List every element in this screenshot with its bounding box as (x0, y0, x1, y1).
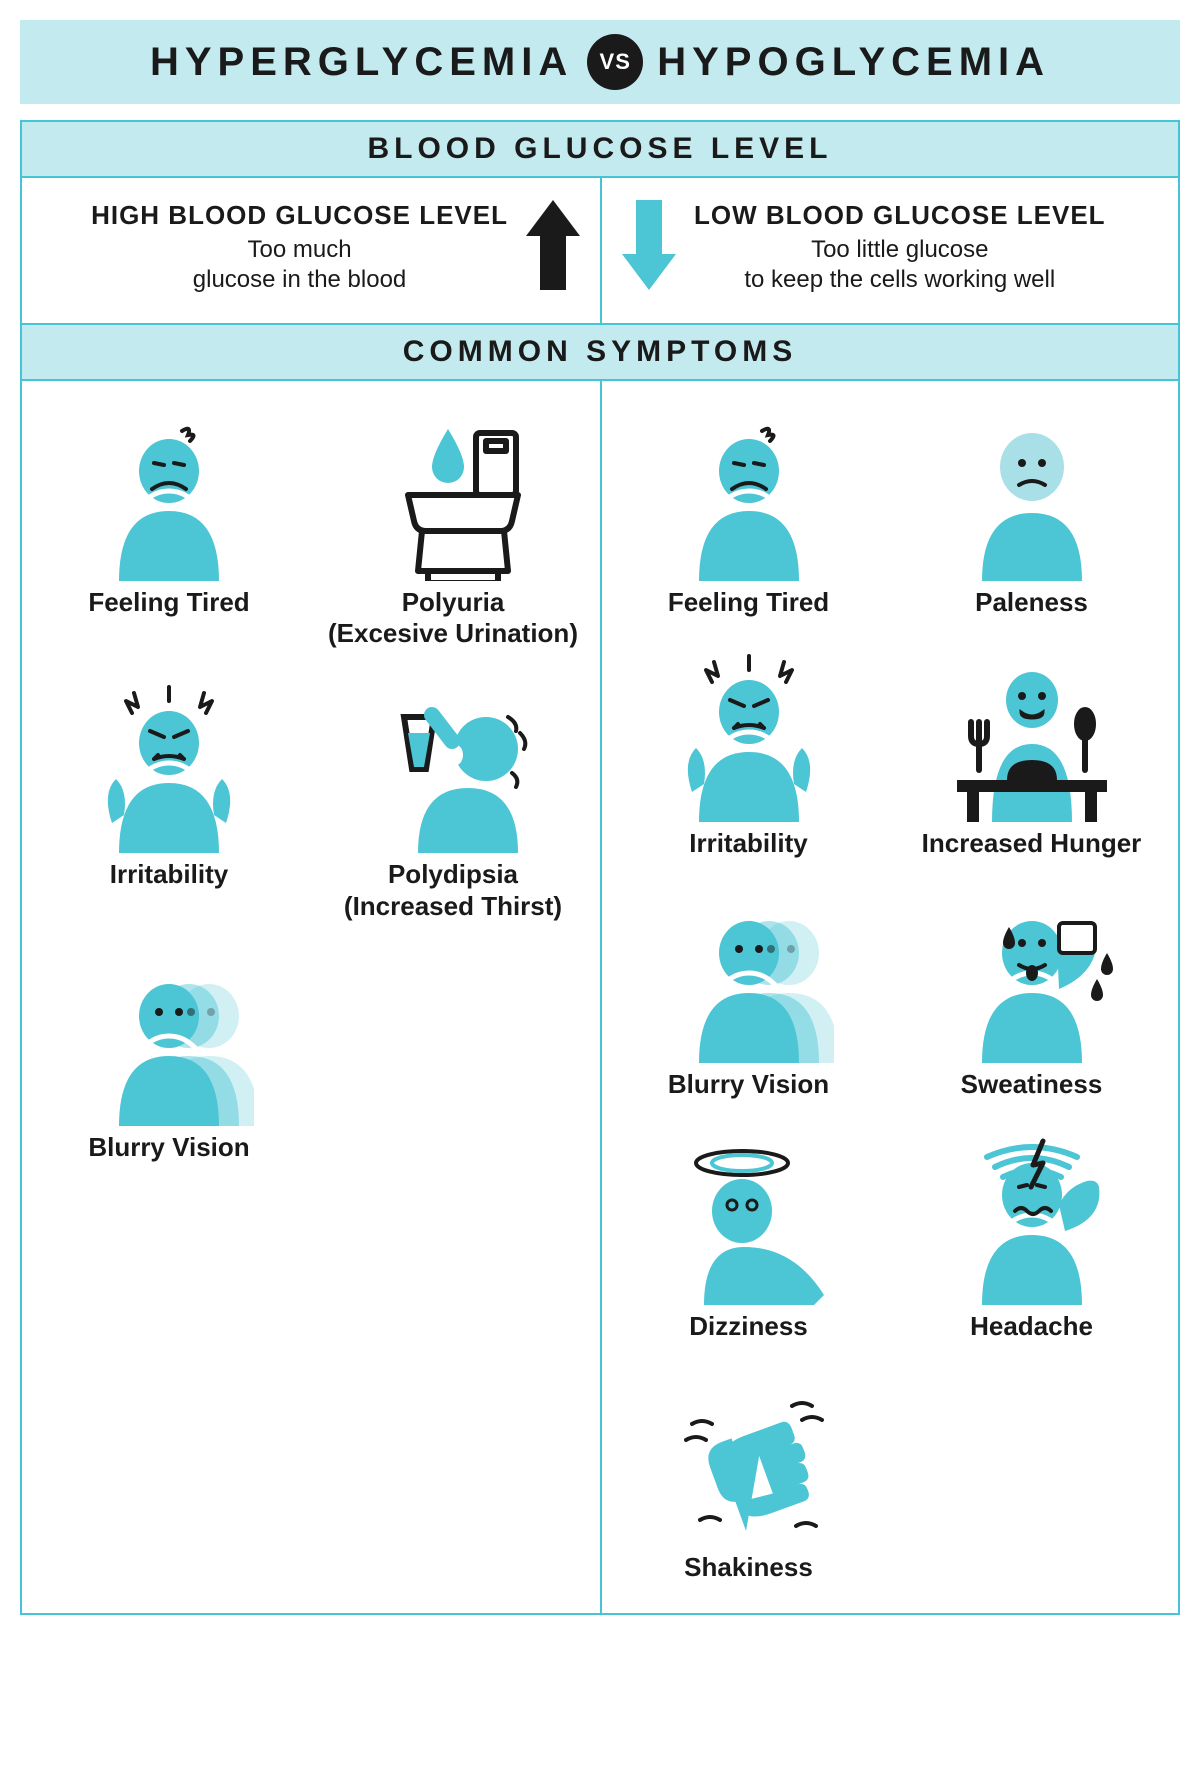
section-header-symptoms: COMMON SYMPTOMS (22, 323, 1178, 381)
symptom-label: Irritability (44, 859, 294, 890)
arrow-down-icon (622, 200, 676, 290)
symptom-label: Blurry Vision (44, 1132, 294, 1163)
high-level-desc: Too muchglucose in the blood (91, 235, 508, 295)
symptom-section: COMMON SYMPTOMS Feeling Tired P (22, 323, 1178, 1613)
symptom-label: Blurry Vision (624, 1069, 874, 1100)
irritability-icon (84, 683, 254, 853)
symptom-item: Feeling Tired (44, 411, 294, 649)
low-level-head: LOW BLOOD GLUCOSE LEVEL Too little gluco… (622, 200, 1158, 295)
blurry-icon (84, 956, 254, 1126)
symptom-item: Increased Hunger (907, 652, 1157, 859)
symptom-label: Sweatiness (907, 1069, 1157, 1100)
symptom-label: Irritability (624, 828, 874, 859)
arrow-up-icon (526, 200, 580, 290)
infographic: HYPERGLYCEMIA VS HYPOGLYCEMIA BLOOD GLUC… (0, 0, 1200, 1635)
hunger-icon (947, 652, 1117, 822)
hypo-symptoms-grid: Feeling Tired Paleness Irritability (602, 381, 1178, 1613)
symptom-item: Paleness (907, 411, 1157, 618)
symptom-label: Polydipsia(Increased Thirst) (328, 859, 578, 921)
high-level-title: HIGH BLOOD GLUCOSE LEVEL (91, 200, 508, 231)
low-level-desc: Too little glucoseto keep the cells work… (694, 235, 1106, 295)
symptom-label: Shakiness (624, 1552, 874, 1583)
polyuria-icon (368, 411, 538, 581)
symptom-item: Dizziness (624, 1135, 874, 1342)
content-box: BLOOD GLUCOSE LEVEL HIGH BLOOD GLUCOSE L… (20, 120, 1180, 1615)
symptom-item: Headache (907, 1135, 1157, 1342)
sweat-icon (947, 893, 1117, 1063)
hyper-symptoms-grid: Feeling Tired Polyuria(Excesive Urinatio… (22, 381, 600, 1193)
section-header-bgl: BLOOD GLUCOSE LEVEL (22, 122, 1178, 178)
level-row: HIGH BLOOD GLUCOSE LEVEL Too muchglucose… (22, 178, 1178, 323)
symptom-item: Polyuria(Excesive Urination) (328, 411, 578, 649)
irritability-icon (664, 652, 834, 822)
symptom-label: Headache (907, 1311, 1157, 1342)
tired-icon (84, 411, 254, 581)
symptom-item: Irritability (624, 652, 874, 859)
symptom-item: Sweatiness (907, 893, 1157, 1100)
symptom-label: Feeling Tired (44, 587, 294, 618)
symptom-label: Feeling Tired (624, 587, 874, 618)
paleness-icon (947, 411, 1117, 581)
symptom-item: Blurry Vision (44, 956, 294, 1163)
dizzy-icon (664, 1135, 834, 1305)
symptom-label: Increased Hunger (907, 828, 1157, 859)
polydipsia-icon (368, 683, 538, 853)
symptom-label: Dizziness (624, 1311, 874, 1342)
symptom-label: Polyuria(Excesive Urination) (328, 587, 578, 649)
symptom-item: Irritability (44, 683, 294, 921)
vs-badge: VS (587, 34, 643, 90)
high-level-head: HIGH BLOOD GLUCOSE LEVEL Too muchglucose… (42, 200, 580, 295)
tired-icon (664, 411, 834, 581)
symptom-item: Feeling Tired (624, 411, 874, 618)
low-level-title: LOW BLOOD GLUCOSE LEVEL (694, 200, 1106, 231)
symptom-item: Blurry Vision (624, 893, 874, 1100)
headache-icon (947, 1135, 1117, 1305)
symptom-label: Paleness (907, 587, 1157, 618)
symptom-item: Shakiness (624, 1376, 874, 1583)
symptom-item: Polydipsia(Increased Thirst) (328, 683, 578, 921)
title-right: HYPOGLYCEMIA (657, 40, 1050, 85)
blurry-icon (664, 893, 834, 1063)
shakiness-icon (664, 1376, 834, 1546)
title-left: HYPERGLYCEMIA (150, 40, 573, 85)
title-bar: HYPERGLYCEMIA VS HYPOGLYCEMIA (20, 20, 1180, 104)
